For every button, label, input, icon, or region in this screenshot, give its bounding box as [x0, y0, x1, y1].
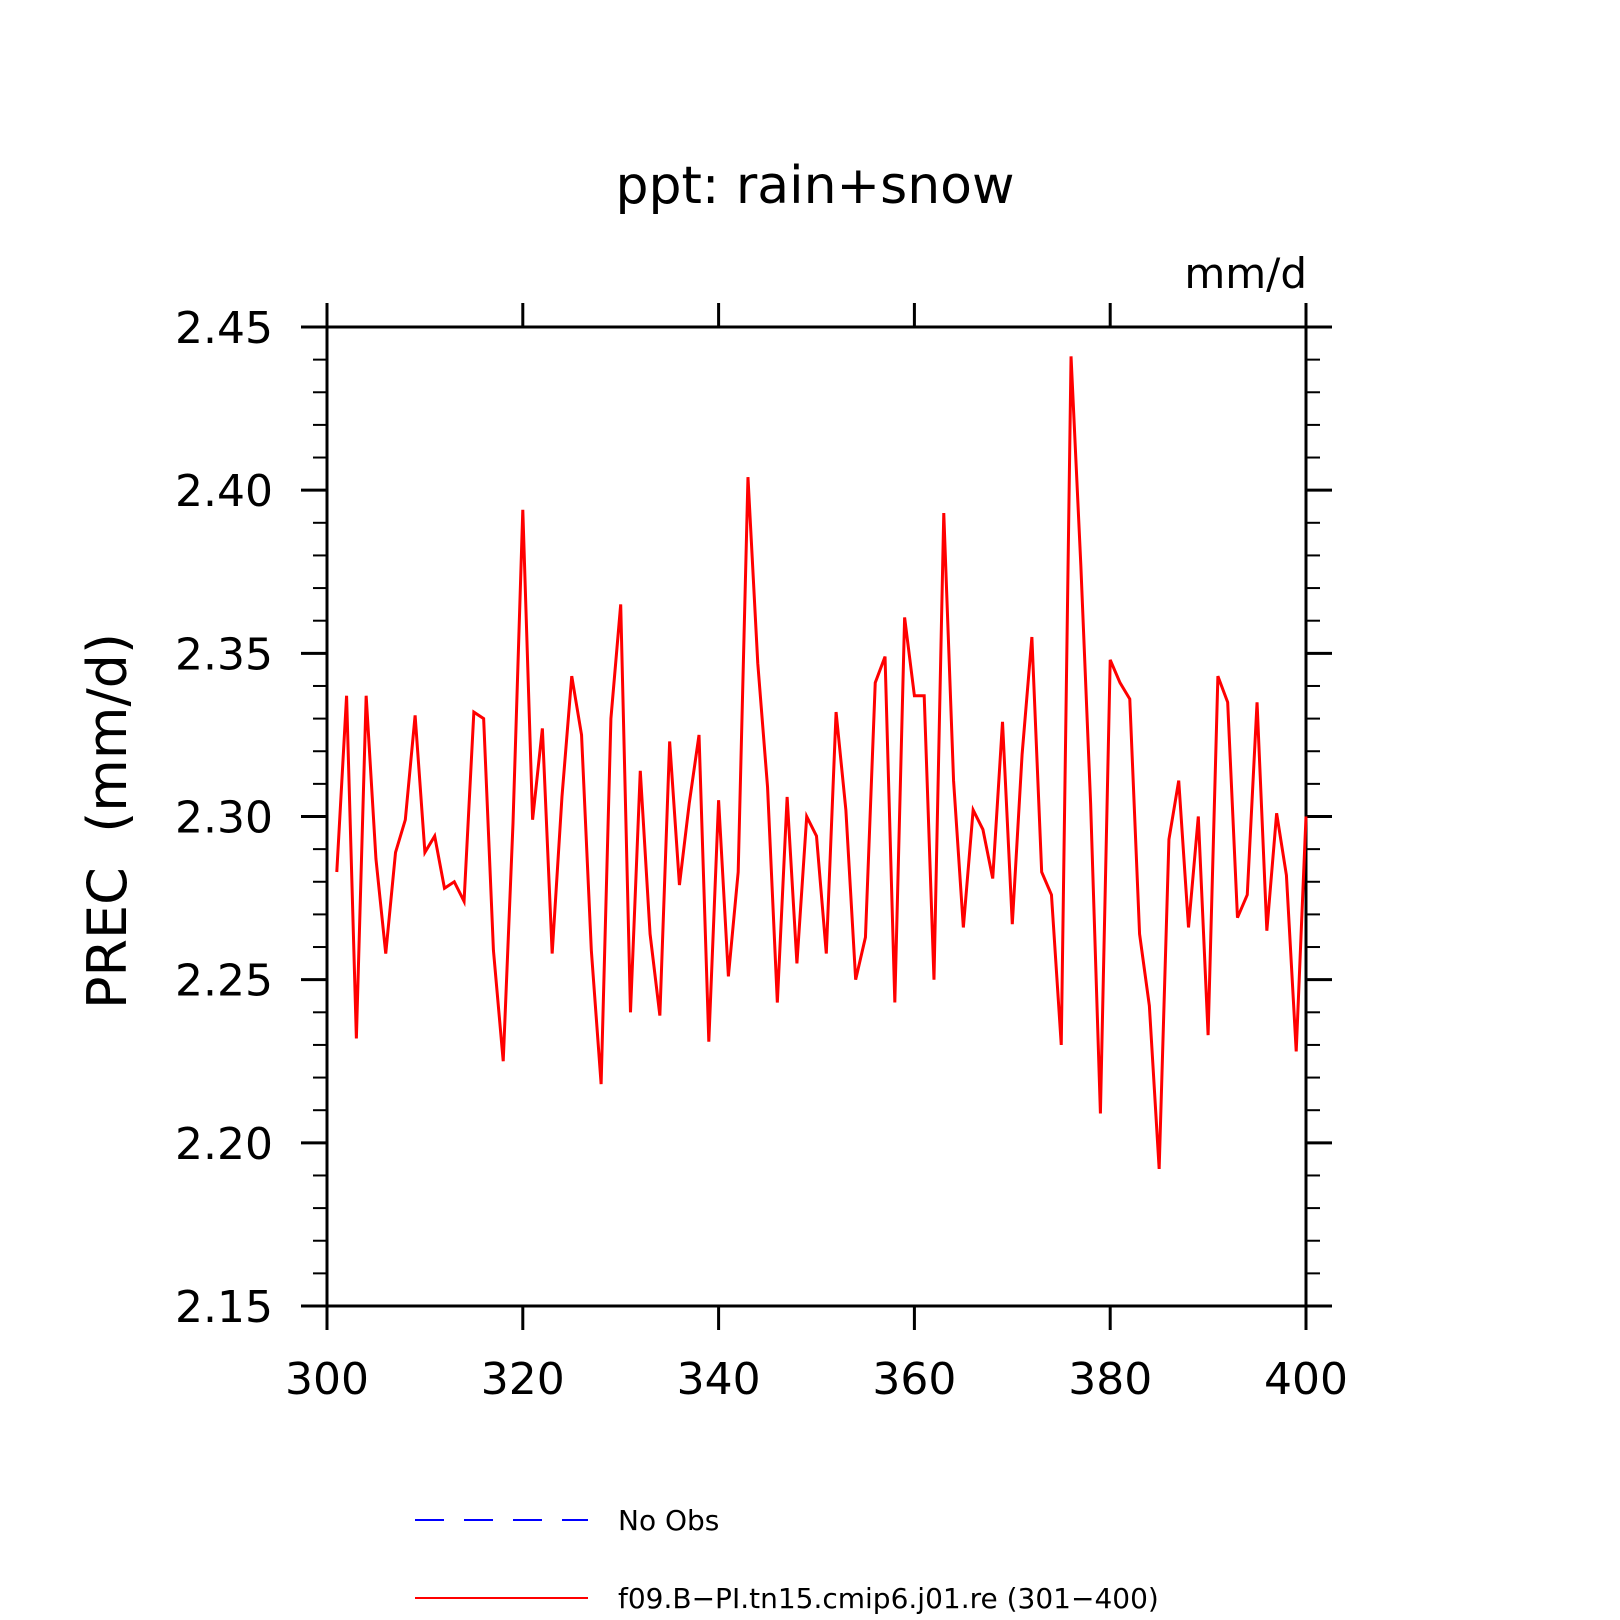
y-tick-label: 2.40 — [175, 466, 273, 517]
x-tick-label: 380 — [1068, 1354, 1152, 1405]
y-axis-label: PREC (mm/d) — [76, 633, 139, 1009]
legend: No Obs f09.B−PI.tn15.cmip6.j01.re (301−40… — [415, 1504, 1159, 1615]
y-tick-label: 2.25 — [175, 956, 273, 1007]
x-tick-label: 400 — [1264, 1354, 1348, 1405]
axis-ticks — [301, 303, 1332, 1330]
y-tick-label: 2.20 — [175, 1119, 273, 1170]
x-tick-label: 300 — [285, 1354, 369, 1405]
chart-title: ppt: rain+snow — [615, 156, 1014, 216]
units-label: mm/d — [1184, 249, 1307, 298]
axis-tick-labels: 300 320 340 360 380 400 2.15 2.20 2.25 2.30 2.35 2.… — [175, 303, 1348, 1405]
series-line — [335, 356, 1308, 1170]
y-tick-label: 2.15 — [175, 1282, 273, 1333]
legend-label: f09.B−PI.tn15.cmip6.j01.re (301−400) — [618, 1582, 1159, 1615]
x-tick-label: 320 — [481, 1354, 565, 1405]
legend-label: No Obs — [618, 1504, 719, 1537]
y-tick-label: 2.30 — [175, 793, 273, 844]
x-tick-label: 340 — [677, 1354, 761, 1405]
y-tick-label: 2.35 — [175, 629, 273, 680]
x-tick-label: 360 — [872, 1354, 956, 1405]
y-tick-label: 2.45 — [175, 303, 273, 354]
series-lines — [335, 356, 1308, 1170]
